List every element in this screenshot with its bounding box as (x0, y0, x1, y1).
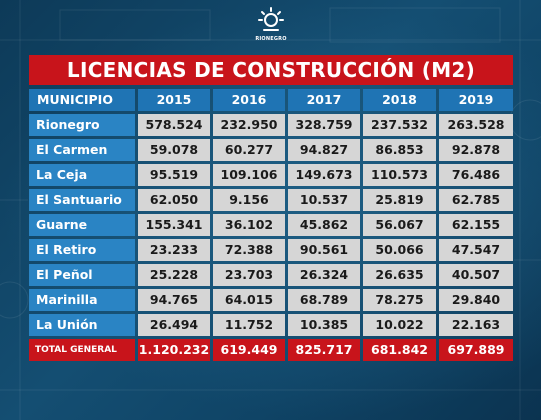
total-value: 1.120.232 (138, 339, 210, 361)
total-row: TOTAL GENERAL 1.120.232 619.449 825.717 … (29, 339, 513, 361)
municipio-name: El Carmen (29, 139, 135, 161)
value-cell: 26.635 (363, 264, 436, 286)
value-cell: 26.324 (288, 264, 360, 286)
municipio-name: El Santuario (29, 189, 135, 211)
header-year-2017: 2017 (288, 89, 360, 111)
header-municipio: MUNICIPIO (29, 89, 135, 111)
table-header-row: MUNICIPIO 2015 2016 2017 2018 2019 (29, 89, 513, 111)
value-cell: 62.050 (138, 189, 210, 211)
total-value: 697.889 (439, 339, 513, 361)
sun-icon (258, 7, 284, 31)
value-cell: 23.703 (213, 264, 285, 286)
value-cell: 94.765 (138, 289, 210, 311)
total-value: 619.449 (213, 339, 285, 361)
value-cell: 149.673 (288, 164, 360, 186)
municipio-name: Guarne (29, 214, 135, 236)
table-row: La Ceja 95.519 109.106 149.673 110.573 7… (29, 164, 513, 186)
value-cell: 56.067 (363, 214, 436, 236)
value-cell: 68.789 (288, 289, 360, 311)
value-cell: 40.507 (439, 264, 513, 286)
header-year-2016: 2016 (213, 89, 285, 111)
value-cell: 78.275 (363, 289, 436, 311)
municipio-name: La Unión (29, 314, 135, 336)
municipio-name: La Ceja (29, 164, 135, 186)
value-cell: 47.547 (439, 239, 513, 261)
value-cell: 29.840 (439, 289, 513, 311)
value-cell: 328.759 (288, 114, 360, 136)
value-cell: 36.102 (213, 214, 285, 236)
header-year-2015: 2015 (138, 89, 210, 111)
value-cell: 50.066 (363, 239, 436, 261)
municipality-logo: RIONEGRO (252, 6, 290, 46)
logo-text: RIONEGRO (255, 36, 287, 42)
value-cell: 95.519 (138, 164, 210, 186)
value-cell: 109.106 (213, 164, 285, 186)
value-cell: 11.752 (213, 314, 285, 336)
table-row: El Carmen 59.078 60.277 94.827 86.853 92… (29, 139, 513, 161)
value-cell: 62.155 (439, 214, 513, 236)
value-cell: 64.015 (213, 289, 285, 311)
table-row: El Santuario 62.050 9.156 10.537 25.819 … (29, 189, 513, 211)
table-row: El Retiro 23.233 72.388 90.561 50.066 47… (29, 239, 513, 261)
value-cell: 26.494 (138, 314, 210, 336)
value-cell: 25.819 (363, 189, 436, 211)
value-cell: 86.853 (363, 139, 436, 161)
value-cell: 155.341 (138, 214, 210, 236)
value-cell: 232.950 (213, 114, 285, 136)
licenses-table: MUNICIPIO 2015 2016 2017 2018 2019 Rione… (29, 89, 513, 364)
value-cell: 76.486 (439, 164, 513, 186)
value-cell: 9.156 (213, 189, 285, 211)
value-cell: 72.388 (213, 239, 285, 261)
total-label: TOTAL GENERAL (29, 339, 135, 361)
table-row: Marinilla 94.765 64.015 68.789 78.275 29… (29, 289, 513, 311)
page-title: LICENCIAS DE CONSTRUCCIÓN (M2) (29, 55, 513, 85)
table-row: Rionegro 578.524 232.950 328.759 237.532… (29, 114, 513, 136)
municipio-name: El Retiro (29, 239, 135, 261)
value-cell: 62.785 (439, 189, 513, 211)
value-cell: 22.163 (439, 314, 513, 336)
header-year-2019: 2019 (439, 89, 513, 111)
value-cell: 92.878 (439, 139, 513, 161)
table-row: Guarne 155.341 36.102 45.862 56.067 62.1… (29, 214, 513, 236)
total-value: 825.717 (288, 339, 360, 361)
value-cell: 578.524 (138, 114, 210, 136)
value-cell: 60.277 (213, 139, 285, 161)
value-cell: 10.385 (288, 314, 360, 336)
value-cell: 263.528 (439, 114, 513, 136)
value-cell: 10.022 (363, 314, 436, 336)
value-cell: 59.078 (138, 139, 210, 161)
value-cell: 237.532 (363, 114, 436, 136)
value-cell: 45.862 (288, 214, 360, 236)
municipio-name: Marinilla (29, 289, 135, 311)
value-cell: 25.228 (138, 264, 210, 286)
value-cell: 10.537 (288, 189, 360, 211)
municipio-name: El Peñol (29, 264, 135, 286)
municipio-name: Rionegro (29, 114, 135, 136)
value-cell: 90.561 (288, 239, 360, 261)
value-cell: 94.827 (288, 139, 360, 161)
table-row: La Unión 26.494 11.752 10.385 10.022 22.… (29, 314, 513, 336)
value-cell: 23.233 (138, 239, 210, 261)
header-year-2018: 2018 (363, 89, 436, 111)
total-value: 681.842 (363, 339, 436, 361)
value-cell: 110.573 (363, 164, 436, 186)
table-row: El Peñol 25.228 23.703 26.324 26.635 40.… (29, 264, 513, 286)
